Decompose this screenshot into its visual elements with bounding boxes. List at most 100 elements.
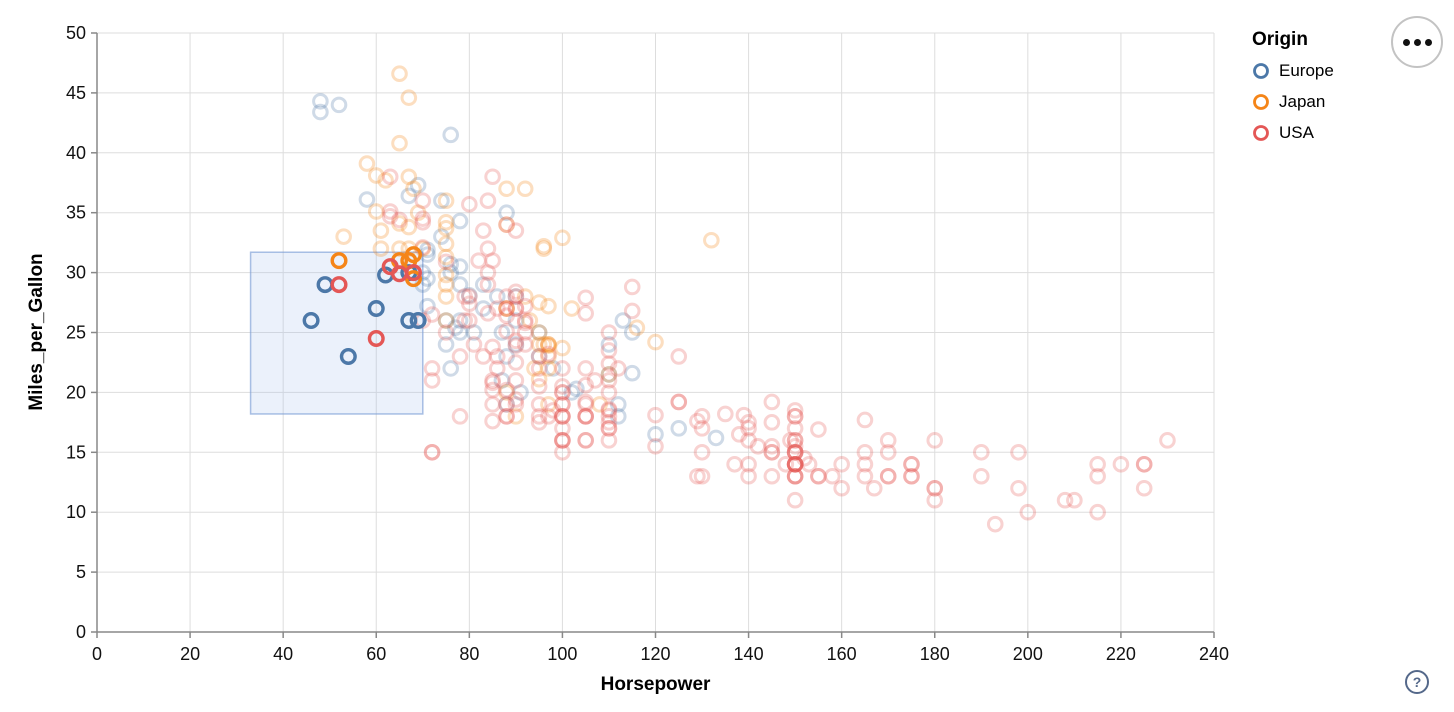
data-point (312, 92, 329, 110)
data-point (1089, 503, 1106, 521)
data-point (437, 219, 455, 237)
data-point (623, 302, 641, 320)
data-point (670, 420, 688, 437)
data-point (516, 312, 534, 329)
data-point (563, 300, 581, 317)
data-point (437, 253, 455, 271)
data-point (554, 408, 571, 425)
actions-menu-button[interactable] (1391, 16, 1443, 68)
data-point (414, 213, 432, 231)
data-point (740, 414, 757, 431)
data-point (833, 455, 850, 473)
data-point (670, 348, 688, 365)
data-point (577, 360, 594, 377)
data-point (465, 336, 483, 353)
data-point (786, 467, 804, 485)
data-point (312, 103, 329, 121)
data-point (391, 215, 408, 232)
ellipsis-icon (1413, 38, 1421, 46)
data-point (786, 432, 804, 449)
data-point (609, 396, 627, 413)
data-point (670, 393, 688, 411)
data-point (507, 300, 525, 317)
data-point (865, 479, 883, 497)
data-point (786, 432, 804, 449)
legend-label-usa: USA (1279, 123, 1314, 142)
data-point (400, 89, 418, 106)
data-point (442, 126, 460, 144)
data-point (735, 406, 753, 424)
data-point (586, 372, 604, 389)
data-point (740, 420, 757, 437)
data-point (535, 336, 553, 353)
data-point (498, 288, 515, 305)
legend-title: Origin (1252, 29, 1308, 50)
data-point (498, 300, 515, 317)
data-point (488, 360, 506, 377)
data-point (498, 384, 515, 401)
data-point (530, 336, 548, 353)
data-point (786, 455, 804, 473)
data-point (1056, 491, 1074, 509)
data-point (479, 264, 497, 281)
data-point (437, 266, 455, 284)
data-point (926, 479, 944, 497)
data-point (577, 432, 594, 449)
data-point (600, 400, 618, 418)
data-point-selected (404, 246, 422, 264)
data-point-selected (400, 312, 418, 330)
data-point (786, 420, 804, 437)
data-point (498, 180, 515, 198)
data-point-selected (339, 347, 357, 365)
ellipsis-icon (1402, 38, 1410, 46)
data-point (409, 204, 427, 221)
data-point (1089, 455, 1106, 473)
data-point (461, 312, 478, 329)
data-point (474, 300, 492, 317)
data-point (442, 264, 460, 281)
data-point (554, 360, 571, 377)
data-point (530, 348, 548, 365)
data-point (484, 252, 501, 269)
data-point (786, 444, 804, 461)
data-point (498, 381, 515, 399)
data-point (577, 393, 594, 411)
data-point (530, 370, 548, 388)
data-point (479, 276, 497, 293)
data-point (451, 276, 469, 293)
data-point (535, 240, 553, 257)
help-button[interactable]: ? (1405, 670, 1429, 694)
data-point (554, 396, 571, 413)
data-point (568, 380, 585, 398)
data-point (381, 207, 399, 225)
data-point (530, 348, 548, 365)
data-point (498, 408, 515, 425)
data-point (730, 426, 748, 443)
data-point (419, 241, 436, 259)
data-point (786, 491, 804, 509)
data-point (903, 455, 920, 473)
data-point (554, 384, 571, 401)
data-point (903, 455, 920, 473)
data-point (479, 305, 497, 322)
data-point (554, 432, 571, 449)
data-point-selected (367, 300, 385, 318)
data-point (498, 300, 515, 317)
data-point (498, 300, 515, 317)
data-point (1135, 455, 1153, 473)
data-point (609, 360, 627, 377)
data-point (437, 312, 455, 329)
data-point (530, 324, 548, 341)
x-tick-label: 80 (459, 644, 479, 664)
data-point (786, 438, 804, 455)
data-point (1066, 491, 1083, 509)
data-point (614, 312, 632, 329)
data-point-selected (330, 252, 348, 270)
data-point (786, 455, 804, 473)
data-point (786, 444, 804, 461)
data-point (600, 420, 618, 437)
data-point (530, 378, 548, 395)
data-point (786, 444, 804, 461)
data-point (577, 289, 594, 307)
data-point (740, 432, 757, 449)
